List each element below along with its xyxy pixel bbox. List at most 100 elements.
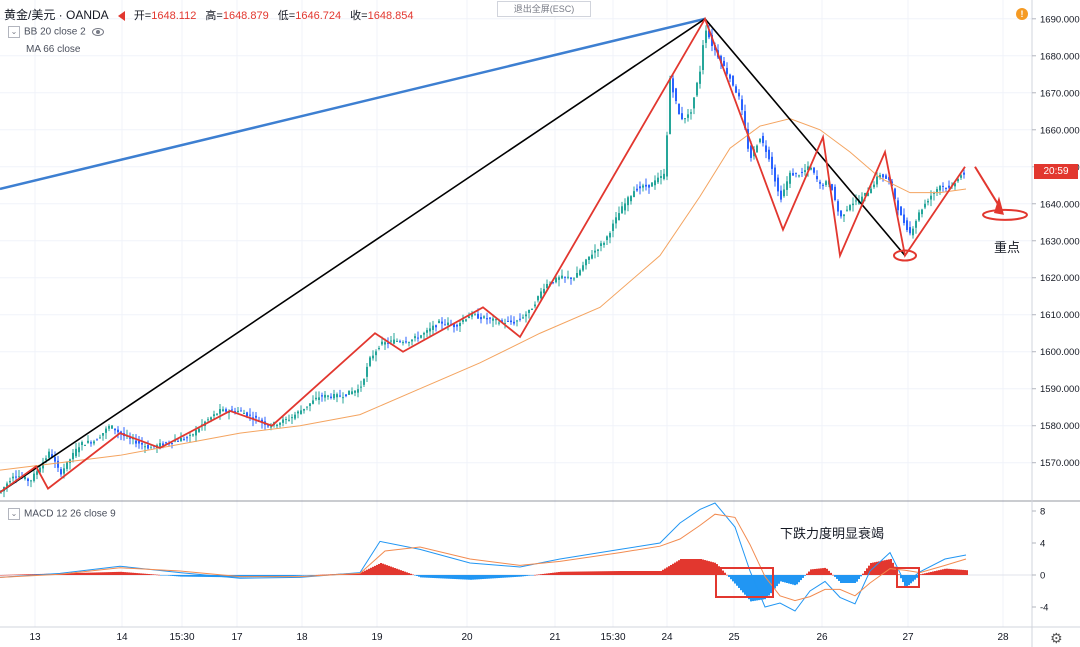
histogram-bar [528, 575, 530, 576]
collapse-icon[interactable]: ⌄ [8, 26, 20, 38]
histogram-bar [946, 568, 948, 575]
candle-body [30, 480, 32, 482]
indicator-bb[interactable]: ⌄ BB 20 close 2 [8, 26, 104, 38]
candle-body [948, 185, 950, 188]
candle-body [477, 313, 479, 319]
x-tick-label: 27 [902, 632, 914, 643]
histogram-bar [864, 571, 866, 575]
candle-body [99, 437, 101, 439]
histogram-bar [676, 561, 678, 575]
key-point-annotation: 重点 [994, 240, 1021, 255]
histogram-bar [464, 575, 466, 580]
candle-body [435, 325, 437, 328]
histogram-bar [178, 575, 180, 577]
indicator-macd[interactable]: ⌄ MACD 12 26 close 9 [8, 508, 116, 520]
candle-body [309, 403, 311, 406]
histogram-bar [920, 574, 922, 575]
candle-body [396, 340, 398, 342]
histogram-bar [566, 571, 568, 575]
candle-body [519, 318, 521, 320]
histogram-bar [270, 575, 272, 577]
settings-gear-icon[interactable]: ⚙ [1050, 630, 1063, 646]
x-tick-label: 13 [29, 632, 41, 643]
low-value: 1646.724 [295, 10, 342, 22]
histogram-bar [144, 573, 146, 575]
candle-body [72, 452, 74, 460]
candle-body [615, 217, 617, 224]
candle-body [909, 227, 911, 234]
histogram-bar [624, 571, 626, 575]
exit-fullscreen-button[interactable]: 退出全屏(ESC) [497, 1, 591, 17]
histogram-bar [742, 575, 744, 593]
histogram-bar [274, 575, 276, 577]
histogram-bar [814, 568, 816, 575]
histogram-bar [570, 571, 572, 575]
candle-body [567, 276, 569, 278]
histogram-bar [542, 573, 544, 575]
histogram-bar [586, 571, 588, 575]
collapse-icon[interactable]: ⌄ [8, 508, 20, 520]
histogram-bar [824, 567, 826, 575]
candle-body [285, 419, 287, 421]
histogram-bar [70, 573, 72, 575]
divergence-box [896, 567, 920, 588]
histogram-bar [520, 575, 522, 577]
histogram-bar [732, 575, 734, 582]
candle-body [825, 181, 827, 185]
indicator-ma[interactable]: MA 66 close [26, 44, 80, 55]
candle-body [888, 177, 890, 180]
y-tick-label: 1610.000 [1040, 310, 1080, 321]
candle-body [279, 422, 281, 425]
candle-body [339, 395, 341, 397]
histogram-bar [720, 568, 722, 575]
histogram-bar [0, 575, 2, 576]
histogram-bar [544, 573, 546, 575]
histogram-bar [644, 571, 646, 575]
candle-body [849, 205, 851, 211]
histogram-bar [272, 575, 274, 577]
warning-icon[interactable]: ! [1016, 8, 1028, 20]
histogram-bar [740, 575, 742, 591]
histogram-bar [284, 575, 286, 577]
candle-body [516, 320, 518, 322]
candle-body [684, 118, 686, 120]
histogram-bar [196, 575, 198, 577]
histogram-bar [526, 575, 528, 576]
histogram-bar [400, 570, 402, 575]
macd-y-tick-label: 0 [1040, 571, 1045, 582]
candle-body [183, 438, 185, 440]
eye-icon[interactable] [91, 28, 104, 36]
histogram-bar [148, 574, 150, 575]
histogram-bar [484, 575, 486, 579]
histogram-bar [20, 574, 22, 575]
candle-body [885, 175, 887, 179]
histogram-bar [898, 574, 900, 575]
histogram-bar [516, 575, 518, 577]
candle-body [864, 192, 866, 196]
candle-body [699, 71, 701, 84]
candle-body [906, 220, 908, 231]
histogram-bar [404, 571, 406, 575]
histogram-bar [496, 575, 498, 579]
candle-body [207, 419, 209, 421]
histogram-bar [512, 575, 514, 578]
histogram-bar [724, 572, 726, 575]
histogram-bar [536, 574, 538, 576]
candle-body [855, 200, 857, 202]
histogram-bar [162, 575, 164, 576]
histogram-bar [468, 575, 470, 580]
histogram-bar [882, 560, 884, 575]
candle-body [816, 176, 818, 180]
candle-body [669, 78, 671, 134]
histogram-bar [674, 562, 676, 575]
candle-body [513, 321, 515, 324]
histogram-bar [620, 571, 622, 575]
candle-body [366, 366, 368, 377]
candle-body [528, 309, 530, 313]
histogram-bar [580, 571, 582, 575]
candle-body [324, 394, 326, 398]
histogram-bar [100, 572, 102, 575]
close-value: 1648.854 [367, 10, 414, 22]
candle-body [900, 206, 902, 216]
histogram-bar [304, 575, 306, 576]
